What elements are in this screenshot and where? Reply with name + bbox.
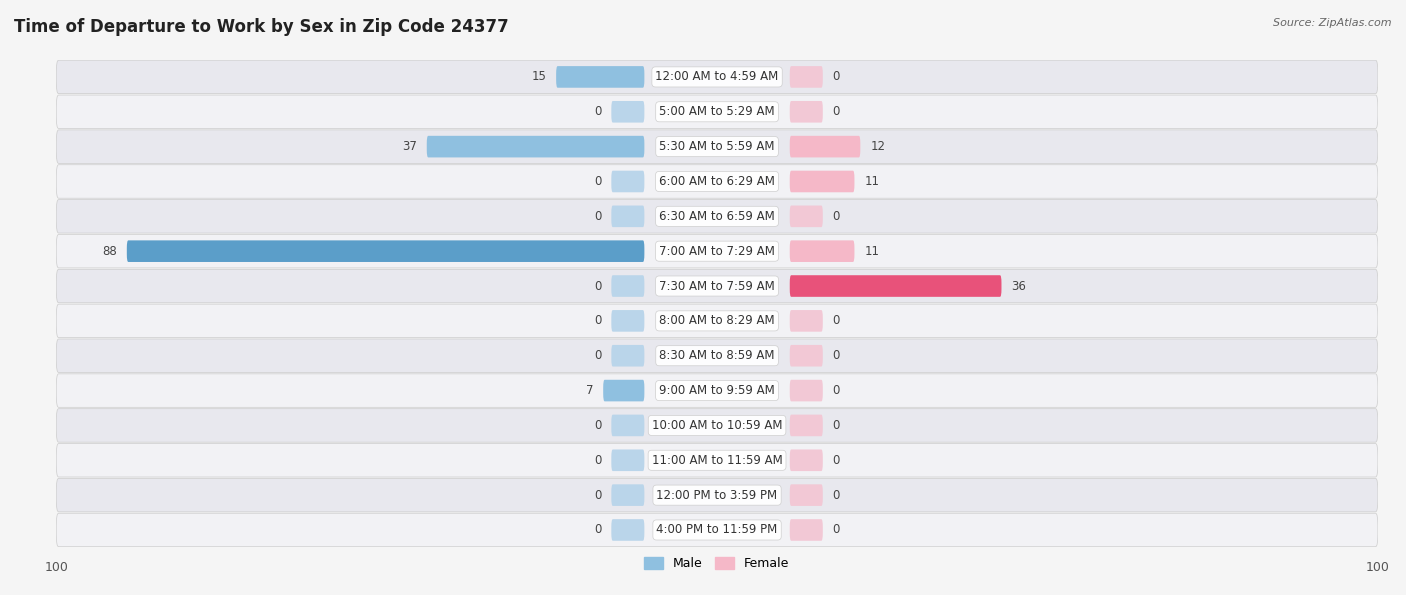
FancyBboxPatch shape xyxy=(790,449,823,471)
FancyBboxPatch shape xyxy=(612,449,644,471)
Text: 9:00 AM to 9:59 AM: 9:00 AM to 9:59 AM xyxy=(659,384,775,397)
Text: 0: 0 xyxy=(832,70,839,83)
FancyBboxPatch shape xyxy=(56,130,1378,164)
Text: 11: 11 xyxy=(865,175,879,188)
FancyBboxPatch shape xyxy=(790,101,823,123)
Text: 15: 15 xyxy=(531,70,547,83)
Text: 8:00 AM to 8:29 AM: 8:00 AM to 8:29 AM xyxy=(659,314,775,327)
Text: Time of Departure to Work by Sex in Zip Code 24377: Time of Departure to Work by Sex in Zip … xyxy=(14,18,509,36)
Text: 37: 37 xyxy=(402,140,416,153)
Text: 8:30 AM to 8:59 AM: 8:30 AM to 8:59 AM xyxy=(659,349,775,362)
Text: 88: 88 xyxy=(103,245,117,258)
Text: 11:00 AM to 11:59 AM: 11:00 AM to 11:59 AM xyxy=(652,454,782,466)
Text: 7:00 AM to 7:29 AM: 7:00 AM to 7:29 AM xyxy=(659,245,775,258)
Text: 0: 0 xyxy=(832,384,839,397)
FancyBboxPatch shape xyxy=(56,60,1378,93)
Text: 5:30 AM to 5:59 AM: 5:30 AM to 5:59 AM xyxy=(659,140,775,153)
FancyBboxPatch shape xyxy=(790,240,855,262)
FancyBboxPatch shape xyxy=(790,136,860,158)
FancyBboxPatch shape xyxy=(790,345,823,367)
Text: 0: 0 xyxy=(595,105,602,118)
Text: 0: 0 xyxy=(595,280,602,293)
FancyBboxPatch shape xyxy=(790,519,823,541)
Text: 0: 0 xyxy=(832,210,839,223)
FancyBboxPatch shape xyxy=(127,240,644,262)
Text: 0: 0 xyxy=(595,349,602,362)
FancyBboxPatch shape xyxy=(56,409,1378,442)
FancyBboxPatch shape xyxy=(790,380,823,402)
Text: 12: 12 xyxy=(870,140,886,153)
FancyBboxPatch shape xyxy=(56,443,1378,477)
Text: 0: 0 xyxy=(832,524,839,537)
FancyBboxPatch shape xyxy=(612,171,644,192)
FancyBboxPatch shape xyxy=(612,484,644,506)
Text: 5:00 AM to 5:29 AM: 5:00 AM to 5:29 AM xyxy=(659,105,775,118)
Text: 0: 0 xyxy=(832,488,839,502)
FancyBboxPatch shape xyxy=(790,171,855,192)
FancyBboxPatch shape xyxy=(557,66,644,87)
Text: 0: 0 xyxy=(832,454,839,466)
Text: 7: 7 xyxy=(586,384,593,397)
Text: 4:00 PM to 11:59 PM: 4:00 PM to 11:59 PM xyxy=(657,524,778,537)
Text: 6:00 AM to 6:29 AM: 6:00 AM to 6:29 AM xyxy=(659,175,775,188)
Text: 0: 0 xyxy=(832,314,839,327)
Text: 0: 0 xyxy=(595,454,602,466)
FancyBboxPatch shape xyxy=(612,345,644,367)
Text: 12:00 PM to 3:59 PM: 12:00 PM to 3:59 PM xyxy=(657,488,778,502)
Text: 0: 0 xyxy=(595,210,602,223)
FancyBboxPatch shape xyxy=(790,310,823,331)
Text: 0: 0 xyxy=(595,419,602,432)
FancyBboxPatch shape xyxy=(790,205,823,227)
Text: 0: 0 xyxy=(595,314,602,327)
Text: 0: 0 xyxy=(832,105,839,118)
FancyBboxPatch shape xyxy=(56,95,1378,129)
Text: 12:00 AM to 4:59 AM: 12:00 AM to 4:59 AM xyxy=(655,70,779,83)
FancyBboxPatch shape xyxy=(56,199,1378,233)
FancyBboxPatch shape xyxy=(427,136,644,158)
Text: 11: 11 xyxy=(865,245,879,258)
FancyBboxPatch shape xyxy=(612,415,644,436)
FancyBboxPatch shape xyxy=(56,304,1378,337)
FancyBboxPatch shape xyxy=(790,484,823,506)
FancyBboxPatch shape xyxy=(790,275,1001,297)
FancyBboxPatch shape xyxy=(56,478,1378,512)
FancyBboxPatch shape xyxy=(56,339,1378,372)
Text: 7:30 AM to 7:59 AM: 7:30 AM to 7:59 AM xyxy=(659,280,775,293)
FancyBboxPatch shape xyxy=(612,101,644,123)
FancyBboxPatch shape xyxy=(56,270,1378,303)
Text: 0: 0 xyxy=(595,524,602,537)
FancyBboxPatch shape xyxy=(56,513,1378,547)
Text: 6:30 AM to 6:59 AM: 6:30 AM to 6:59 AM xyxy=(659,210,775,223)
FancyBboxPatch shape xyxy=(612,275,644,297)
FancyBboxPatch shape xyxy=(790,66,823,87)
FancyBboxPatch shape xyxy=(612,310,644,331)
FancyBboxPatch shape xyxy=(56,374,1378,408)
Text: 0: 0 xyxy=(832,419,839,432)
FancyBboxPatch shape xyxy=(56,234,1378,268)
FancyBboxPatch shape xyxy=(790,415,823,436)
FancyBboxPatch shape xyxy=(56,165,1378,198)
Text: 0: 0 xyxy=(832,349,839,362)
Text: 0: 0 xyxy=(595,175,602,188)
FancyBboxPatch shape xyxy=(603,380,644,402)
FancyBboxPatch shape xyxy=(612,519,644,541)
Text: 36: 36 xyxy=(1011,280,1026,293)
FancyBboxPatch shape xyxy=(612,205,644,227)
Text: Source: ZipAtlas.com: Source: ZipAtlas.com xyxy=(1274,18,1392,28)
Text: 10:00 AM to 10:59 AM: 10:00 AM to 10:59 AM xyxy=(652,419,782,432)
Legend: Male, Female: Male, Female xyxy=(640,552,794,575)
Text: 0: 0 xyxy=(595,488,602,502)
